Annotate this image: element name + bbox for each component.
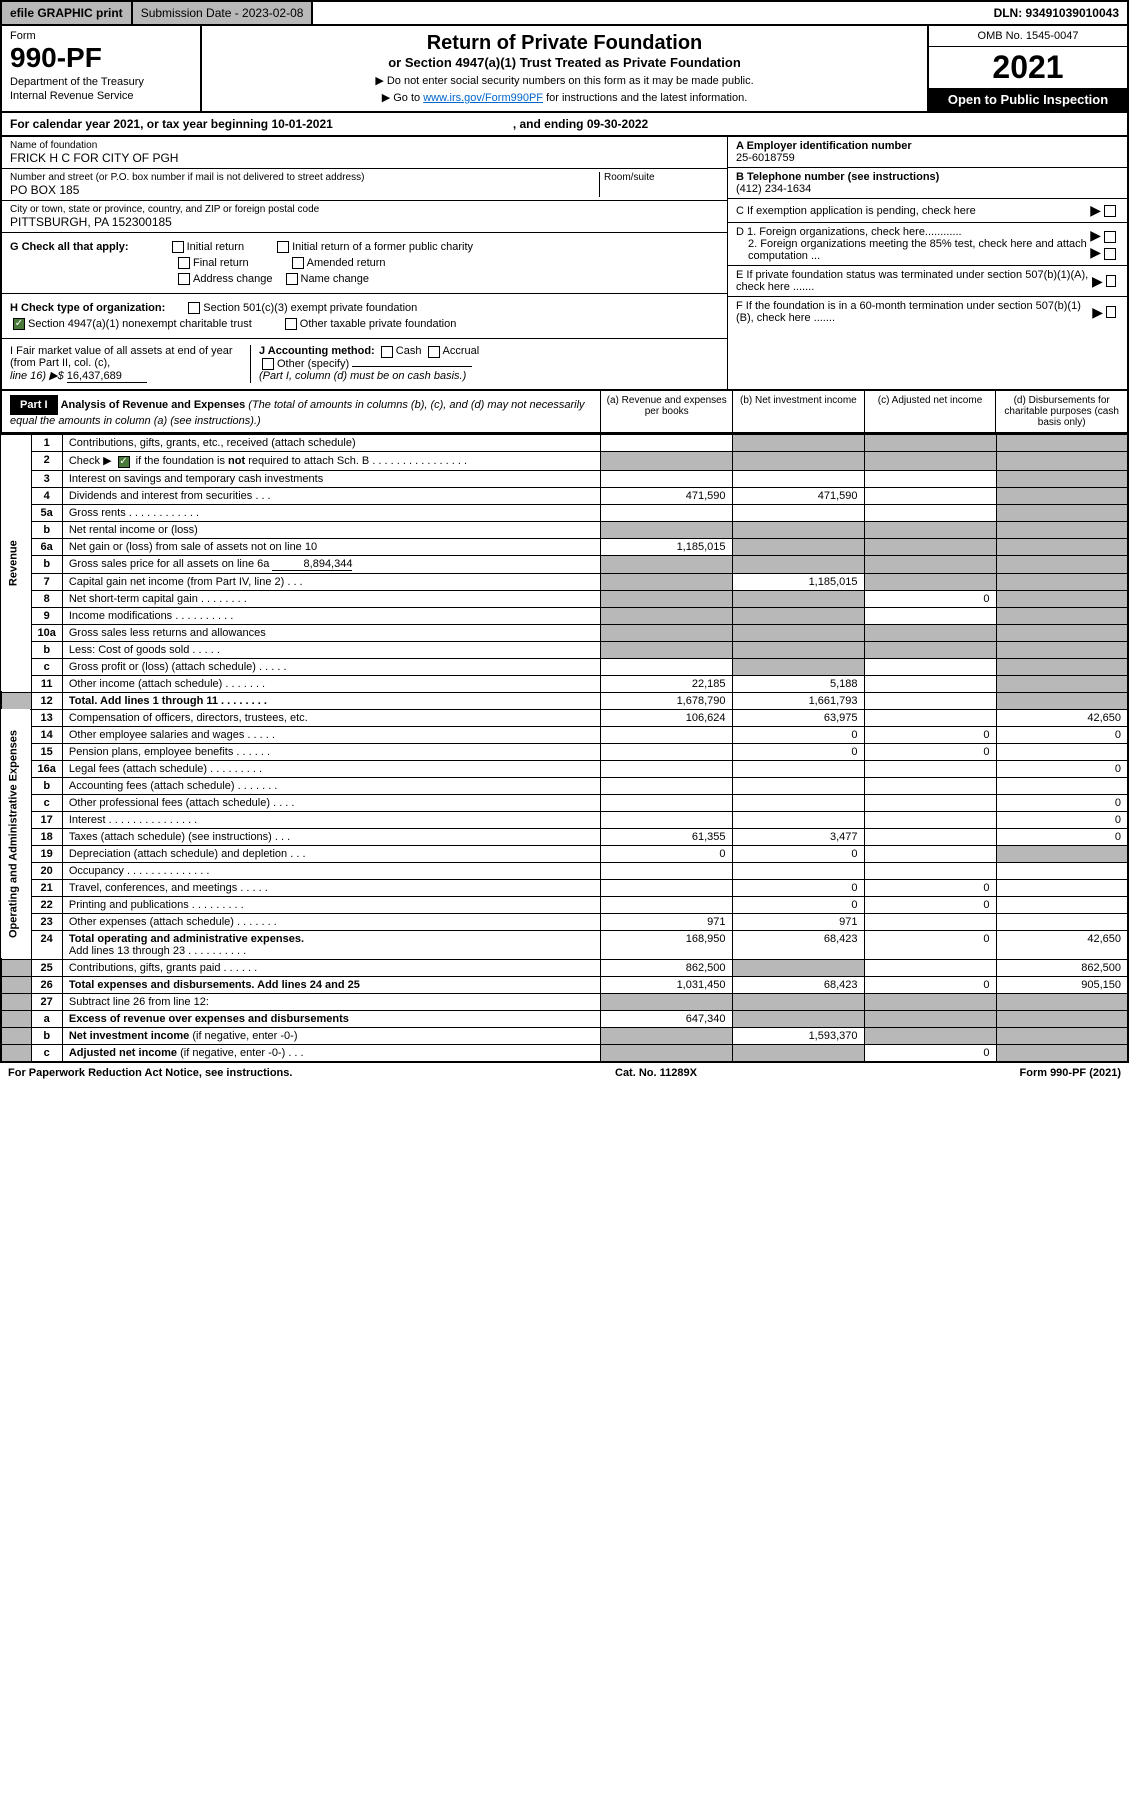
chk-d1[interactable]	[1104, 231, 1116, 243]
form-label: Form	[10, 30, 192, 42]
chk-other-tax[interactable]	[285, 318, 297, 330]
part1-badge: Part I	[10, 395, 58, 415]
chk-d2[interactable]	[1104, 248, 1116, 260]
chk-c[interactable]	[1104, 205, 1116, 217]
name-row: Name of foundation FRICK H C FOR CITY OF…	[2, 137, 727, 169]
top-section: Form 990-PF Department of the Treasury I…	[0, 26, 1129, 113]
title-box: Return of Private Foundation or Section …	[202, 26, 927, 111]
form-ref: Form 990-PF (2021)	[1020, 1067, 1122, 1079]
phone-row: B Telephone number (see instructions) (4…	[728, 168, 1127, 199]
col-c: (c) Adjusted net income	[864, 391, 996, 432]
chk-f[interactable]	[1106, 306, 1116, 318]
ein-row: A Employer identification number 25-6018…	[728, 137, 1127, 168]
open-inspection: Open to Public Inspection	[929, 88, 1127, 111]
chk-final[interactable]	[178, 257, 190, 269]
col-d: (d) Disbursements for charitable purpose…	[995, 391, 1127, 432]
cat-no: Cat. No. 11289X	[615, 1067, 697, 1079]
col-b: (b) Net investment income	[732, 391, 864, 432]
chk-501c3[interactable]	[188, 302, 200, 314]
header-bar: efile GRAPHIC print Submission Date - 20…	[0, 0, 1129, 26]
footer: For Paperwork Reduction Act Notice, see …	[0, 1063, 1129, 1083]
form-box: Form 990-PF Department of the Treasury I…	[2, 26, 202, 111]
form-title: Return of Private Foundation	[208, 32, 921, 55]
irs-link[interactable]: www.irs.gov/Form990PF	[423, 92, 543, 104]
part1-header: Part I Analysis of Revenue and Expenses …	[0, 391, 1129, 434]
chk-initial-former[interactable]	[277, 241, 289, 253]
submission-date: Submission Date - 2023-02-08	[133, 2, 314, 24]
chk-addr-change[interactable]	[178, 273, 190, 285]
chk-cash[interactable]	[381, 346, 393, 358]
f-row: F If the foundation is in a 60-month ter…	[728, 297, 1127, 327]
chk-name-change[interactable]	[286, 273, 298, 285]
city-row: City or town, state or province, country…	[2, 201, 727, 233]
chk-amended[interactable]	[292, 257, 304, 269]
revenue-label: Revenue	[1, 435, 31, 692]
expenses-label: Operating and Administrative Expenses	[1, 709, 31, 959]
c-row: C If exemption application is pending, c…	[728, 199, 1127, 223]
col-a: (a) Revenue and expenses per books	[600, 391, 732, 432]
instruction-2: ▶ Go to www.irs.gov/Form990PF for instru…	[208, 91, 921, 104]
dept: Department of the Treasury	[10, 76, 192, 88]
d-row: D 1. Foreign organizations, check here..…	[728, 223, 1127, 266]
i-j-section: I Fair market value of all assets at end…	[2, 339, 727, 389]
fmv-value: 16,437,689	[67, 370, 147, 383]
addr-row: Number and street (or P.O. box number if…	[2, 169, 727, 201]
irs: Internal Revenue Service	[10, 90, 192, 102]
info-block: Name of foundation FRICK H C FOR CITY OF…	[0, 137, 1129, 391]
chk-initial[interactable]	[172, 241, 184, 253]
chk-4947[interactable]: ✓	[13, 318, 25, 330]
main-table: Revenue 1Contributions, gifts, grants, e…	[0, 434, 1129, 1062]
chk-accrual[interactable]	[428, 346, 440, 358]
chk-e[interactable]	[1106, 275, 1116, 287]
tax-year: 2021	[929, 47, 1127, 88]
pra-notice: For Paperwork Reduction Act Notice, see …	[8, 1067, 292, 1079]
info-left: Name of foundation FRICK H C FOR CITY OF…	[2, 137, 727, 389]
chk-schb[interactable]: ✓	[118, 456, 130, 468]
form-subtitle: or Section 4947(a)(1) Trust Treated as P…	[208, 55, 921, 70]
info-right: A Employer identification number 25-6018…	[727, 137, 1127, 389]
chk-other-acct[interactable]	[262, 358, 274, 370]
e-row: E If private foundation status was termi…	[728, 266, 1127, 297]
efile-button[interactable]: efile GRAPHIC print	[2, 2, 133, 24]
omb: OMB No. 1545-0047	[929, 26, 1127, 47]
dln: DLN: 93491039010043	[986, 2, 1127, 24]
instruction-1: ▶ Do not enter social security numbers o…	[208, 74, 921, 87]
g-section: G Check all that apply: Initial return I…	[2, 233, 727, 294]
form-number: 990-PF	[10, 42, 192, 74]
calendar-year: For calendar year 2021, or tax year begi…	[0, 113, 1129, 137]
year-box: OMB No. 1545-0047 2021 Open to Public In…	[927, 26, 1127, 111]
h-section: H Check type of organization: Section 50…	[2, 294, 727, 339]
